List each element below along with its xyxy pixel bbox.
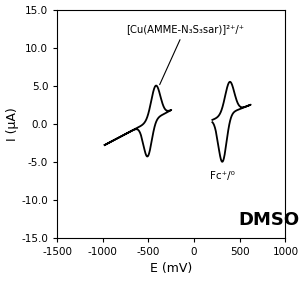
- Text: DMSO: DMSO: [238, 211, 299, 229]
- X-axis label: E (mV): E (mV): [150, 262, 192, 275]
- Y-axis label: I (μA): I (μA): [5, 107, 19, 140]
- Text: Fc⁺/⁰: Fc⁺/⁰: [210, 171, 235, 181]
- Text: [Cu(AMME-N₃S₃sar)]²⁺/⁺: [Cu(AMME-N₃S₃sar)]²⁺/⁺: [126, 24, 244, 85]
